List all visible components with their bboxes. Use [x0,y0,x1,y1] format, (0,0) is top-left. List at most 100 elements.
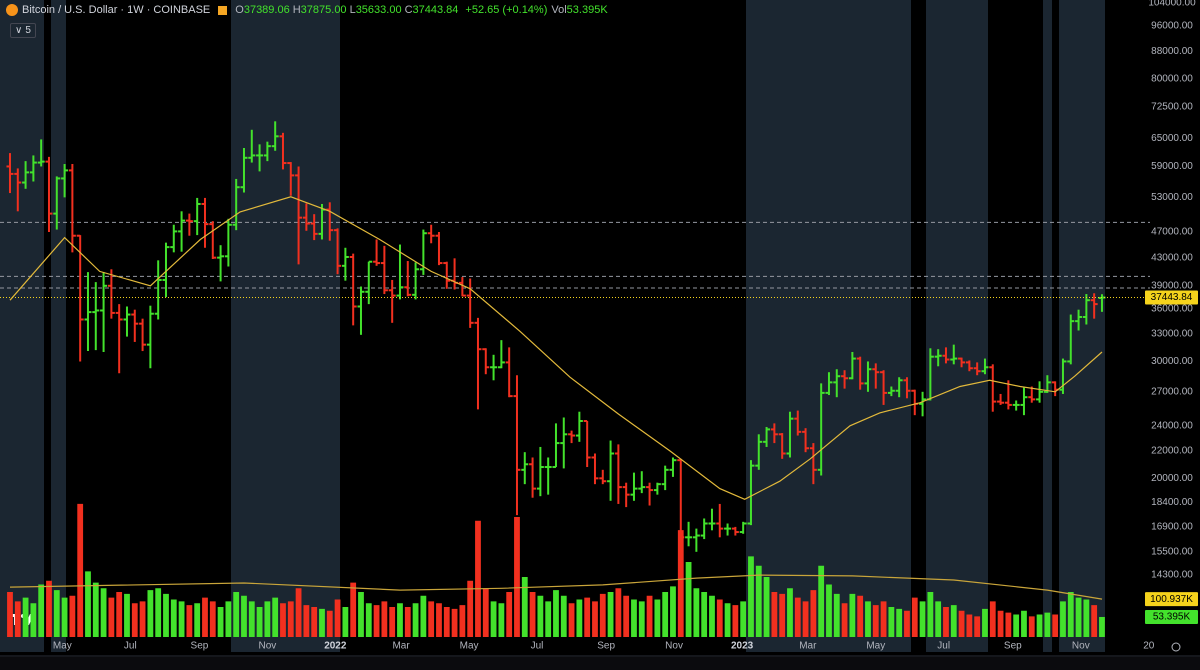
volume-bar [139,601,146,637]
volume-bar [46,580,52,637]
volume-bar [701,592,708,637]
volume-bar [982,608,988,637]
legend-value: 37443.84 [412,4,459,16]
volume-bar [716,599,723,637]
volume-bar [373,605,380,637]
volume-bar [865,601,871,637]
volume-bar [1060,601,1066,637]
volume-bar [61,597,68,637]
volume-bar [857,595,864,637]
volume-bar [560,595,567,637]
volume-bar [997,610,1004,637]
volume-bar [935,601,942,637]
volume-bar [334,599,341,637]
volume-bar [1075,597,1082,637]
y-tick-label: 53000.00 [1151,192,1193,203]
volume-bar [607,592,614,637]
volume-bar [989,601,996,637]
x-tick-label: 2023 [731,641,754,652]
volume-bar [592,601,598,637]
volume-bar [584,597,591,637]
y-tick-label: 80000.00 [1151,73,1193,84]
session-band [1043,0,1052,652]
volume-bar [412,603,419,637]
volume-bar [1036,614,1043,637]
volume-ma-label-box [1145,592,1198,607]
volume-bar [1013,614,1020,637]
volume-bar [248,601,255,637]
change: +52.65 (+0.14%) [465,4,548,16]
volume-bar [615,588,622,637]
bitcoin-icon [6,4,18,16]
volume-bar [92,582,99,637]
y-tick-label: 27000.00 [1151,386,1193,397]
volume-bar [662,592,669,637]
volume-bar [514,517,520,637]
volume-bar [670,586,676,637]
y-tick-label: 72500.00 [1151,102,1193,113]
session-band [0,0,44,652]
volume-bar [904,610,910,637]
volume-bar [22,597,29,637]
volume-bar [217,607,224,637]
volume-bar [131,603,138,637]
volume-bar [732,605,739,637]
volume-bar [833,593,840,637]
volume-bar [545,601,552,637]
x-tick-label: Nov [1072,641,1090,652]
volume-bar [311,607,318,637]
indicator-toggle[interactable]: ∨ 5 [10,23,36,38]
volume-bar [872,605,879,637]
volume-bar [53,590,60,637]
volume-bar [100,588,107,637]
volume-bar [1067,592,1074,637]
y-tick-label: 104000.00 [1148,0,1196,9]
volume-bar [958,610,965,637]
volume-bar [740,601,747,637]
shaded-sessions [0,0,1105,652]
price-ma-line [9,196,1103,500]
volume-bar [802,601,809,637]
volume-bar [1052,614,1059,637]
volume-bar [623,595,630,637]
volume-bar [170,599,177,637]
session-band [926,0,988,652]
volume-bar [818,565,825,637]
volume-bar [194,603,201,637]
x-tick-label: 2022 [324,641,347,652]
volume-bar [685,562,692,637]
volume-bar [553,590,559,637]
volume-bar [163,593,169,637]
volume-bars [7,503,1105,637]
y-tick-label: 24000.00 [1151,420,1193,431]
legend-key: H [292,4,301,16]
volume-bar [521,577,528,637]
volume-bar [202,597,208,637]
x-tick-label: Jul [124,641,137,652]
session-band [51,0,66,652]
volume-bar [599,593,606,637]
volume-bar [724,603,731,637]
volume-bar [108,597,115,637]
volume-bar [646,595,653,637]
x-tick-label: Sep [1004,641,1022,652]
volume-bar [1044,612,1051,637]
volume-bar [841,603,848,637]
volume-bar [124,593,130,637]
volume-bar [116,592,123,637]
x-tick-label: Mar [799,641,817,652]
volume-bar [404,607,411,637]
volume-bar [498,603,505,637]
legend-value: 37875.00 [300,4,347,16]
volume-bar [287,601,294,637]
volume-bar [631,599,637,637]
volume-bar [1091,605,1098,637]
y-tick-label: 59000.00 [1151,161,1193,172]
legend-value: 35633.00 [355,4,402,16]
volume-bar [849,593,856,637]
last-price-label: 37443.84 [1151,292,1193,303]
settings-icon[interactable] [1171,642,1181,652]
volume-bar [693,588,700,637]
volume-bar [225,601,232,637]
